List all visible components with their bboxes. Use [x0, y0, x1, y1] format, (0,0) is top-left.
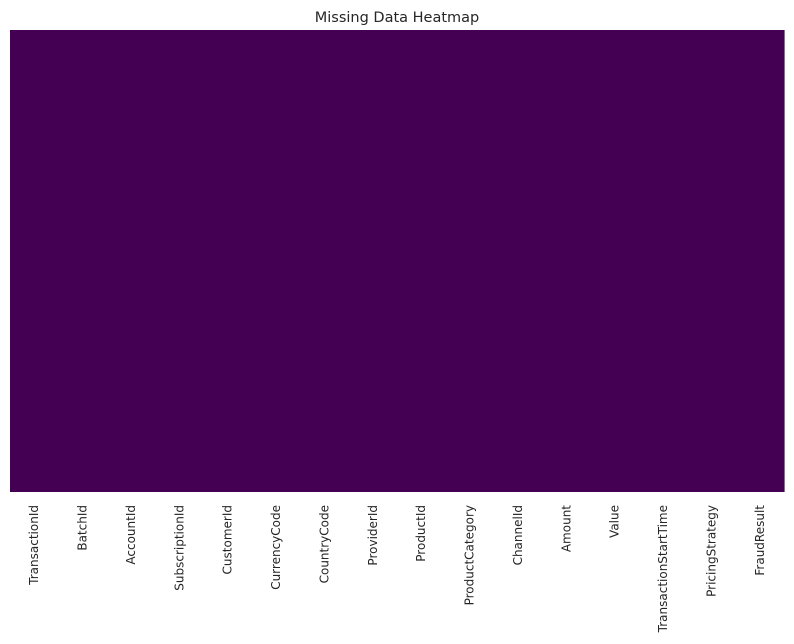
heatmap-column-AccountId	[106, 30, 156, 492]
x-tick-label: SubscriptionId	[172, 505, 186, 591]
x-tick-label: ProviderId	[366, 505, 380, 566]
heatmap-column-TransactionStartTime	[638, 30, 688, 492]
x-tick-labels: TransactionId BatchId AccountId Subscriptio…	[27, 505, 767, 634]
heatmap-column-CurrencyCode	[251, 30, 301, 492]
heatmap-column-ProviderId	[348, 30, 398, 492]
heatmap-column-TransactionId	[10, 30, 59, 492]
heatmap-column-CountryCode	[300, 30, 350, 492]
x-tick-label: TransactionStartTime	[656, 505, 670, 633]
x-tick-label: PricingStrategy	[704, 505, 718, 597]
x-tick-label: CurrencyCode	[269, 505, 283, 590]
heatmap-column-PricingStrategy	[687, 30, 737, 492]
x-tick-label: ProductId	[414, 505, 428, 562]
x-tick-label: Value	[608, 505, 622, 538]
x-tick-label: CustomerId	[221, 505, 235, 574]
x-tick-label: ChannelId	[511, 505, 525, 565]
heatmap-column-Amount	[542, 30, 592, 492]
heatmap-column-ProductId	[397, 30, 446, 492]
heatmap-column-CustomerId	[203, 30, 253, 492]
heatmap-column-SubscriptionId	[155, 30, 205, 492]
heatmap-column-BatchId	[58, 30, 108, 492]
x-tick-label: BatchId	[76, 505, 90, 551]
x-tick-label: TransactionId	[27, 505, 41, 586]
heatmap-column-Value	[590, 30, 640, 492]
x-tick-label: CountryCode	[317, 505, 331, 583]
x-tick-label: Amount	[559, 505, 573, 552]
chart-title: Missing Data Heatmap	[315, 10, 480, 26]
x-tick-label: AccountId	[124, 505, 138, 565]
x-tick-label: ProductCategory	[463, 505, 477, 605]
heatmap-column-FraudResult	[735, 30, 785, 492]
x-tick-label: FraudResult	[753, 505, 767, 576]
heatmap-column-ProductCategory	[445, 30, 495, 492]
heatmap-cells	[10, 30, 785, 492]
heatmap-column-ChannelId	[493, 30, 543, 492]
